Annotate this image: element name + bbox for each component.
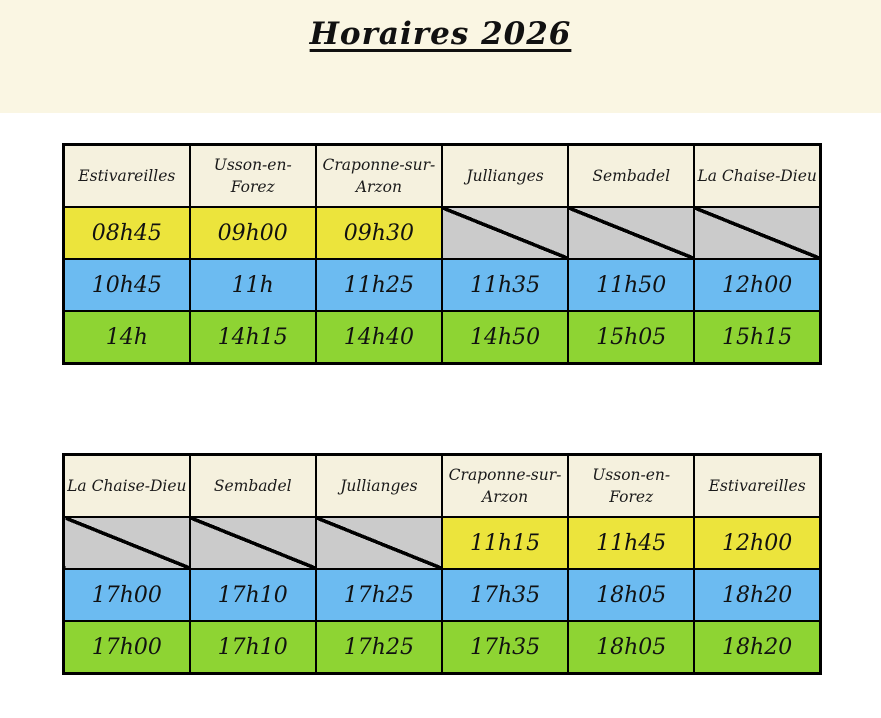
- station-header: La Chaise-Dieu: [693, 143, 822, 208]
- time-cell: 11h35: [440, 258, 570, 312]
- station-header: Jullianges: [314, 453, 443, 518]
- outbound-schedule-stations-row: Estivareilles Usson-en- Forez Craponne-sur-…: [62, 143, 822, 208]
- station-header: Usson-en- Forez: [188, 143, 317, 208]
- station-header: Sembadel: [567, 143, 696, 208]
- time-cell: 17h25: [314, 620, 443, 675]
- return-schedule-row-blue: 17h00 17h10 17h25 17h35 18h05 18h20: [62, 568, 822, 622]
- outbound-schedule-row-green: 14h 14h15 14h40 14h50 15h05 15h15: [62, 310, 822, 365]
- time-cell: 11h50: [567, 258, 696, 312]
- time-cell: 14h50: [440, 310, 570, 365]
- time-cell: 15h05: [567, 310, 696, 365]
- no-service-cell: [62, 516, 191, 570]
- time-cell: 17h35: [440, 568, 570, 622]
- time-cell: 12h00: [693, 516, 822, 570]
- time-cell: 11h: [188, 258, 317, 312]
- station-header: Estivareilles: [693, 453, 822, 518]
- time-cell: 17h10: [188, 620, 317, 675]
- time-cell: 08h45: [62, 206, 191, 260]
- time-cell: 17h00: [62, 620, 191, 675]
- time-cell: 11h25: [314, 258, 443, 312]
- no-service-cell: [188, 516, 317, 570]
- return-schedule-row-yellow: 11h15 11h45 12h00: [62, 516, 822, 570]
- outbound-schedule-row-blue: 10h45 11h 11h25 11h35 11h50 12h00: [62, 258, 822, 312]
- return-schedule-stations-row: La Chaise-Dieu Sembadel Jullianges Craponne…: [62, 453, 822, 518]
- station-header: Usson-en- Forez: [567, 453, 696, 518]
- outbound-schedule-row-yellow: 08h45 09h00 09h30: [62, 206, 822, 260]
- time-cell: 18h05: [567, 568, 696, 622]
- time-cell: 15h15: [693, 310, 822, 365]
- time-cell: 10h45: [62, 258, 191, 312]
- time-cell: 18h05: [567, 620, 696, 675]
- return-schedule-row-green: 17h00 17h10 17h25 17h35 18h05 18h20: [62, 620, 822, 675]
- no-service-cell: [693, 206, 822, 260]
- return-header-row: La Chaise-Dieu Sembadel Jullianges Craponne…: [62, 453, 822, 518]
- time-cell: 17h25: [314, 568, 443, 622]
- outbound-header-row: Estivareilles Usson-en- Forez Craponne-sur-…: [62, 143, 822, 208]
- time-cell: 14h15: [188, 310, 317, 365]
- time-cell: 09h00: [188, 206, 317, 260]
- station-header: Estivareilles: [62, 143, 191, 208]
- station-header: Jullianges: [440, 143, 570, 208]
- no-service-cell: [567, 206, 696, 260]
- return-body: 11h15 11h45 12h00 17h00 17h10 17h25 17h35 18h05…: [62, 516, 822, 675]
- no-service-cell: [314, 516, 443, 570]
- time-cell: 14h40: [314, 310, 443, 365]
- time-cell: 11h45: [567, 516, 696, 570]
- time-cell: 12h00: [693, 258, 822, 312]
- time-cell: 17h10: [188, 568, 317, 622]
- time-cell: 14h: [62, 310, 191, 365]
- time-cell: 11h15: [440, 516, 570, 570]
- station-header: La Chaise-Dieu: [62, 453, 191, 518]
- station-header: Craponne-sur- Arzon: [440, 453, 570, 518]
- time-cell: 17h35: [440, 620, 570, 675]
- station-header: Craponne-sur- Arzon: [314, 143, 443, 208]
- page-title: Horaires 2026: [309, 16, 572, 52]
- outbound-schedule-table: Estivareilles Usson-en- Forez Craponne-sur-…: [62, 143, 822, 365]
- return-schedule-table: La Chaise-Dieu Sembadel Jullianges Craponne…: [62, 453, 822, 675]
- station-header: Sembadel: [188, 453, 317, 518]
- outbound-body: 08h45 09h00 09h30 10h45 11h 11h25 11h35 11h50 12…: [62, 206, 822, 365]
- no-service-cell: [440, 206, 570, 260]
- time-cell: 18h20: [693, 568, 822, 622]
- time-cell: 09h30: [314, 206, 443, 260]
- time-cell: 18h20: [693, 620, 822, 675]
- time-cell: 17h00: [62, 568, 191, 622]
- header-banner: Horaires 2026: [0, 0, 881, 113]
